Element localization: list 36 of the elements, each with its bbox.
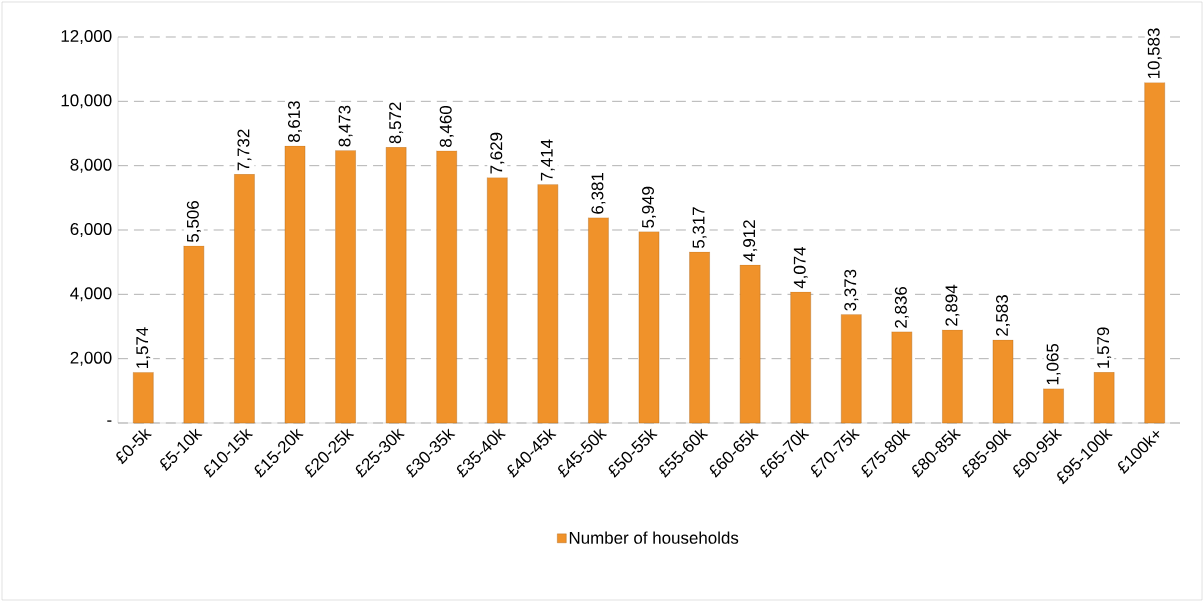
data-label: 6,381 — [591, 173, 606, 214]
data-label: 7,414 — [540, 139, 555, 181]
data-label: 1,579 — [1097, 327, 1112, 368]
data-label: 8,473 — [338, 105, 353, 147]
bar — [335, 150, 356, 424]
y-tick-label: 6,000 — [70, 223, 112, 237]
data-label: 4,912 — [743, 220, 758, 262]
y-tick-label: - — [107, 420, 112, 422]
bar — [436, 150, 457, 424]
y-tick-label: 2,000 — [70, 351, 112, 366]
bar — [638, 231, 660, 424]
y-tick-label: 10,000 — [61, 94, 112, 109]
y-tick-label: 4,000 — [70, 287, 112, 302]
data-label: 7,732 — [237, 129, 252, 171]
data-label: 8,613 — [288, 101, 302, 143]
y-tick-label: 8,000 — [70, 158, 112, 173]
data-label: 4,074 — [793, 246, 808, 289]
y-tick-label: 12,000 — [61, 30, 112, 44]
data-label: 3,373 — [844, 269, 859, 311]
bar — [284, 145, 306, 424]
legend-label: Number of households — [569, 531, 739, 544]
data-label: 2,894 — [945, 284, 960, 326]
bar — [790, 291, 811, 424]
data-label: 1,574 — [136, 327, 151, 368]
bar — [588, 217, 609, 424]
data-label: 1,065 — [1046, 343, 1061, 385]
data-label: 2,836 — [894, 286, 909, 328]
data-label: 5,317 — [692, 207, 707, 249]
data-label: 2,583 — [995, 295, 1010, 336]
data-label: 8,572 — [389, 102, 404, 144]
data-label: 10,583 — [1147, 28, 1162, 79]
data-label: 7,629 — [490, 132, 505, 174]
data-label: 5,949 — [642, 186, 656, 228]
data-label: 8,460 — [439, 105, 454, 147]
bar — [385, 147, 407, 424]
data-label: 5,506 — [186, 201, 201, 243]
